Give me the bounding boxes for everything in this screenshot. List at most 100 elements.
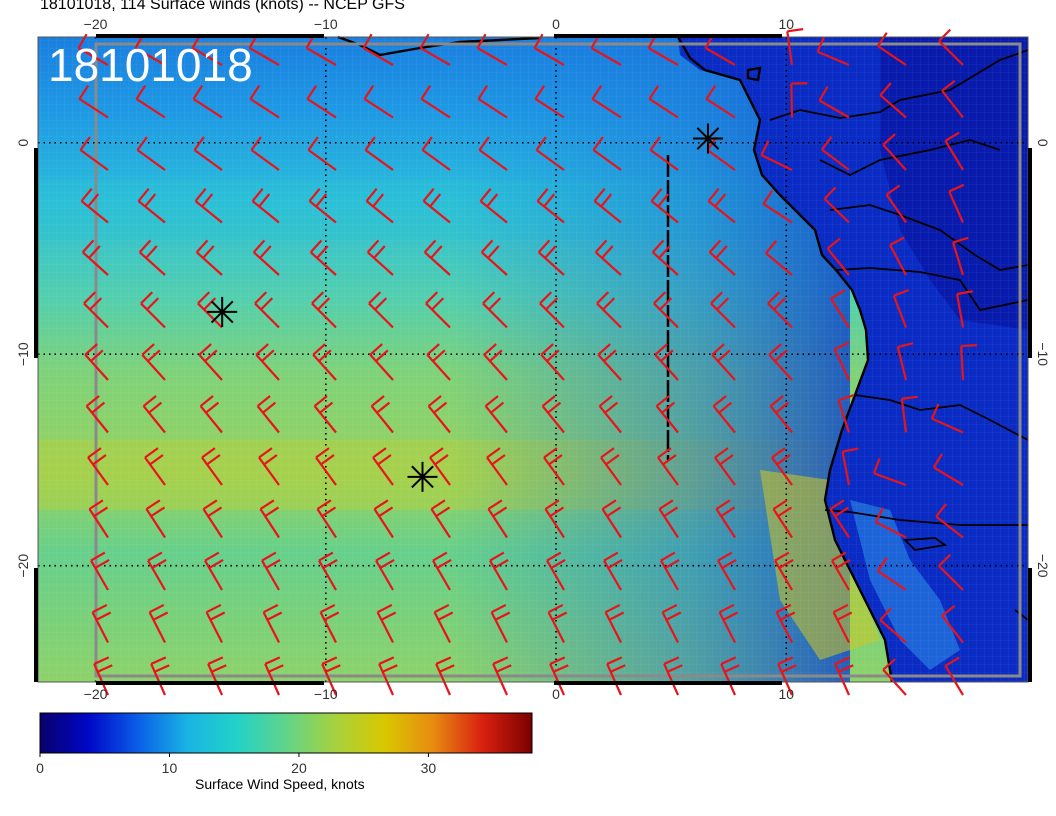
wind-barb [896,342,914,381]
wind-barb [714,447,736,486]
lat-tick-label: −20 [15,554,31,578]
wind-barb [930,403,964,434]
wind-barb [711,343,736,381]
wind-barb [318,551,338,591]
wind-barb [536,187,565,224]
wind-barb [876,32,907,66]
wind-barb [256,395,280,434]
wind-barb [251,187,280,224]
wind-barb [420,84,451,119]
wind-barb [137,187,166,224]
wind-barb [882,133,907,171]
colorbar-tick-label: 30 [421,760,437,776]
wind-barb [365,187,394,224]
wind-barb [597,343,622,381]
wind-barb [87,447,109,486]
wind-barb [375,551,395,591]
wind-barb [366,239,394,276]
wind-barb [148,603,169,643]
wind-barb [952,236,969,276]
wind-barb [250,136,280,171]
wind-barb [892,288,910,328]
wind-barb [142,395,166,434]
wind-barb [306,84,337,119]
wind-barb [204,551,224,591]
wind-barb [202,499,223,539]
wind-barb [932,453,964,486]
wind-barb [600,447,622,486]
wind-barb [663,656,683,696]
wind-barb [249,84,280,119]
wind-barb [879,82,907,119]
wind-barb [308,187,337,224]
wind-barb [81,239,109,276]
wind-barb [712,395,736,434]
wind-barb [80,187,109,224]
wind-barb [84,343,109,381]
wind-barb [717,551,737,591]
wind-barb [78,84,109,119]
wind-barb [650,187,679,224]
wind-barb [777,656,797,696]
wind-barb [136,136,166,171]
wind-barb [767,291,793,329]
wind-barb [774,551,794,591]
wind-barb [492,656,512,696]
lat-tick-label: −20 [1035,554,1051,578]
wind-barb [376,603,397,643]
star-marker-2 [407,461,438,492]
wind-barb [876,557,907,591]
wind-barb [85,395,109,434]
wind-barb [426,343,451,381]
wind-barb [707,187,736,224]
wind-barb [195,239,223,276]
wind-barb [198,343,223,381]
wind-barb [598,395,622,434]
wind-barb [147,551,167,591]
map-frame [37,36,1029,683]
colorbar: 0 10 20 30 [36,712,533,776]
wind-barb [651,239,679,276]
border-7 [902,537,948,551]
border-3 [829,204,1029,271]
wind-barb [484,395,508,434]
wind-barb [309,239,337,276]
colorbar-bar [39,712,533,754]
wind-barb [77,33,109,66]
wind-barb [653,291,679,329]
wind-barb [900,395,918,433]
wind-barb [832,603,853,643]
wind-barb [715,499,736,539]
wind-barbs [77,28,978,696]
wind-barb [91,603,112,643]
wind-barb [833,341,850,381]
wind-barb [193,136,223,171]
wind-barb [649,136,679,171]
wind-barb [194,187,223,224]
wind-barb [141,343,166,381]
border-5 [854,394,1029,441]
wind-barb [594,239,622,276]
wind-barb [834,656,854,696]
wind-barb [718,603,739,643]
wind-barb [658,499,679,539]
wind-barb [478,136,508,171]
wind-barb [841,447,859,486]
grey-domain-box [94,42,1022,678]
wind-barb [831,551,851,591]
graticule [38,37,1028,682]
wind-barb [264,656,284,696]
wind-barb [362,33,394,66]
wind-barb [790,82,808,118]
wind-barb [818,86,850,119]
wind-barb [487,499,508,539]
wind-barb [591,84,622,119]
wind-barb [547,603,568,643]
wind-barb [199,395,223,434]
colorbar-ticks: 0 10 20 30 [36,753,436,776]
wind-barb [829,499,850,539]
wind-barb [480,239,508,276]
wind-barb [948,183,965,223]
wind-barb [941,604,964,644]
wind-barb [372,447,394,486]
